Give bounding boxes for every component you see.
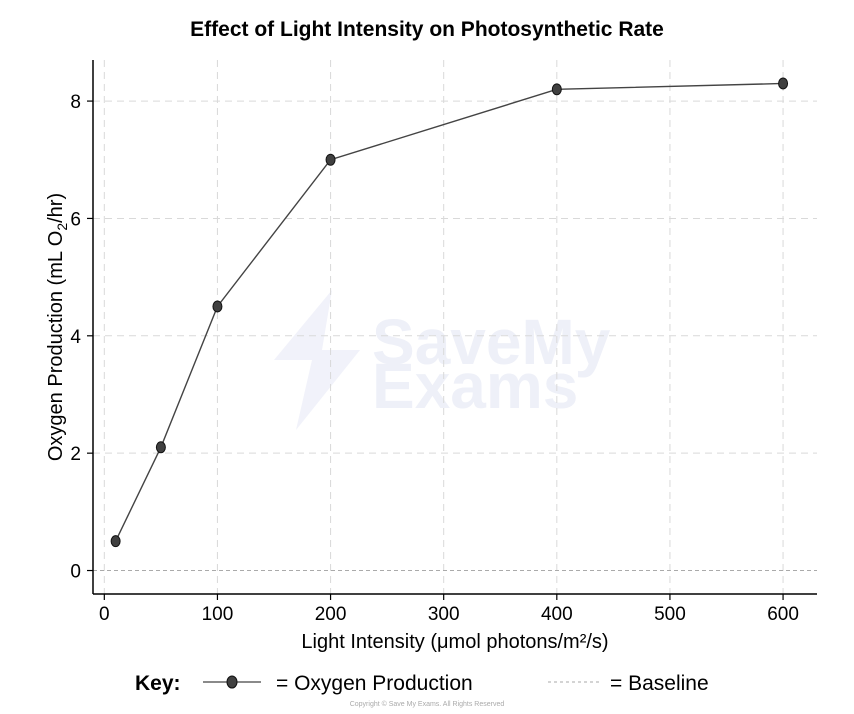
y-tick-label-2: 4 — [70, 327, 81, 348]
x-axis-label: Light Intensity (μmol photons/m²/s) — [301, 631, 608, 653]
x-tick-label-4: 400 — [541, 604, 573, 625]
y-axis-label-main: Oxygen Production (mL O — [45, 231, 67, 461]
legend: Key: = Oxygen Production = Baseline — [135, 672, 709, 695]
x-tick-label-1: 100 — [202, 604, 234, 625]
series-line — [114, 82, 784, 542]
copyright-text: Copyright © Save My Exams. All Rights Re… — [350, 700, 505, 708]
y-tick-label-3: 6 — [70, 209, 81, 230]
legend-marker-swatch — [226, 675, 238, 689]
x-tick-label-2: 200 — [315, 604, 347, 625]
legend-entry-oxygen-production: = Oxygen Production — [276, 672, 473, 695]
data-point-2 — [212, 300, 223, 313]
y-axis-label-sub: 2 — [54, 223, 70, 231]
legend-entry-baseline: = Baseline — [610, 672, 709, 695]
data-point-1 — [155, 441, 166, 454]
data-point-4 — [551, 83, 562, 96]
chart-title: Effect of Light Intensity on Photosynthe… — [190, 18, 664, 41]
watermark-line1: SaveMy — [372, 306, 611, 378]
data-point-5 — [778, 77, 789, 90]
y-axis-label: Oxygen Production (mL O2/hr) — [45, 193, 70, 461]
x-tick-label-5: 500 — [654, 604, 686, 625]
watermark: SaveMy Exams — [274, 290, 611, 430]
axes — [92, 60, 817, 595]
data-point-0 — [110, 535, 121, 548]
x-tick-label-6: 600 — [767, 604, 799, 625]
watermark-line2: Exams — [372, 350, 578, 422]
x-tick-label-0: 0 — [99, 604, 110, 625]
y-tick-label-4: 8 — [70, 92, 81, 113]
x-tick-label-3: 300 — [428, 604, 460, 625]
y-axis-label-tail: /hr) — [45, 193, 67, 223]
grid — [93, 60, 817, 594]
y-tick-label-0: 0 — [70, 562, 81, 583]
watermark-bolt-icon — [274, 290, 360, 430]
ticks: 0 100 200 300 400 500 600 0 2 4 6 8 — [70, 92, 798, 625]
series-oxygen-production — [110, 77, 789, 548]
legend-heading: Key: — [135, 672, 181, 695]
data-point-3 — [325, 153, 336, 166]
y-tick-label-1: 2 — [70, 444, 81, 465]
